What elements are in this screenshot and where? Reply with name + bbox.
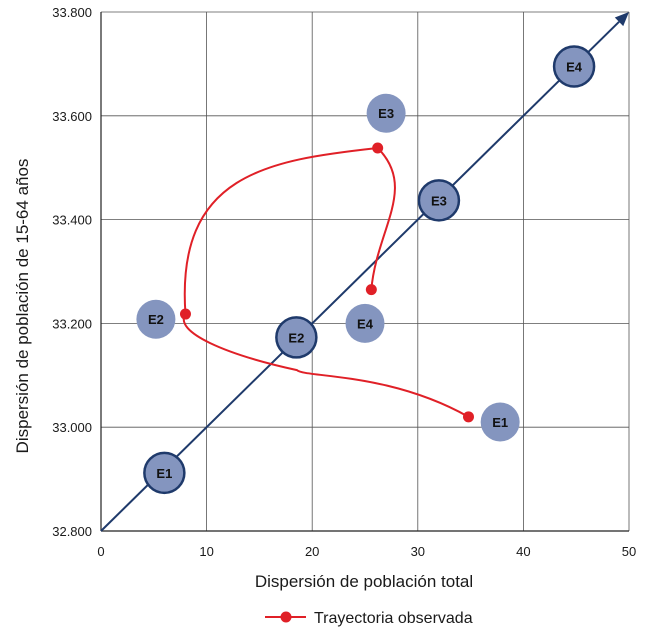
trajectory-point-4 [365,284,377,296]
x-axis-label: Dispersión de población total [255,572,473,591]
x-tick-label-20: 20 [305,544,319,559]
legend-label: Trayectoria observada [314,610,473,627]
y-tick-label-32.800: 32.800 [52,524,92,539]
x-tick-label-10: 10 [199,544,213,559]
x-tick-label-40: 40 [516,544,530,559]
diagonal-line [100,12,629,532]
legend: Trayectoria observada [265,610,473,627]
x-tick-label-30: 30 [411,544,425,559]
trajectory-series [179,142,474,423]
bubbles: E1 E2 E3 E4 E1 E2 E3 E4 [136,45,596,495]
offdiagonal-bubble-E4 [345,303,385,343]
x-tick-label-50: 50 [622,544,636,559]
offdiagonal-bubble-E2 [136,299,176,339]
x-tick-label-0: 0 [97,544,104,559]
offdiagonal-bubble-label-E1: E1 [492,415,508,430]
trajectory-point-2 [179,308,191,320]
diagonal-bubble-label-E4: E4 [566,59,583,74]
offdiagonal-bubble-label-E3: E3 [378,106,394,121]
y-tick-label-33.200: 33.200 [52,316,92,331]
diagonal-bubble-E3 [417,179,461,222]
diagonal-bubble-label-E1: E1 [156,466,172,481]
y-tick-labels: 32.800 33.000 33.200 33.400 33.600 33.800 [52,5,92,539]
trajectory-point-1 [462,411,474,423]
trajectory-line [182,146,469,418]
diagonal-arrowhead [614,12,629,27]
offdiagonal-bubble-label-E4: E4 [357,316,374,331]
diagonal-bubble-E1 [143,451,186,495]
x-tick-labels: 0 10 20 30 40 50 [97,544,636,559]
y-tick-label-33.800: 33.800 [52,5,92,20]
y-axis-label: Dispersión de población de 15-64 años [13,159,32,454]
offdiagonal-bubble-label-E2: E2 [148,312,164,327]
offdiagonal-bubble-E3 [366,93,406,133]
diagonal-bubble-label-E2: E2 [288,330,304,345]
y-tick-label-33.000: 33.000 [52,420,92,435]
diagonal-bubble-E2 [275,316,318,359]
y-tick-label-33.400: 33.400 [52,213,92,228]
diagonal-shaft [100,21,620,532]
y-tick-label-33.600: 33.600 [52,109,92,124]
plot-frame [100,12,629,532]
diagonal-bubble-label-E3: E3 [431,193,447,208]
trajectory-point-3 [372,142,384,154]
diagonal-bubble-E4 [552,45,596,88]
offdiagonal-bubble-E1 [480,402,520,442]
legend-marker [280,611,292,623]
